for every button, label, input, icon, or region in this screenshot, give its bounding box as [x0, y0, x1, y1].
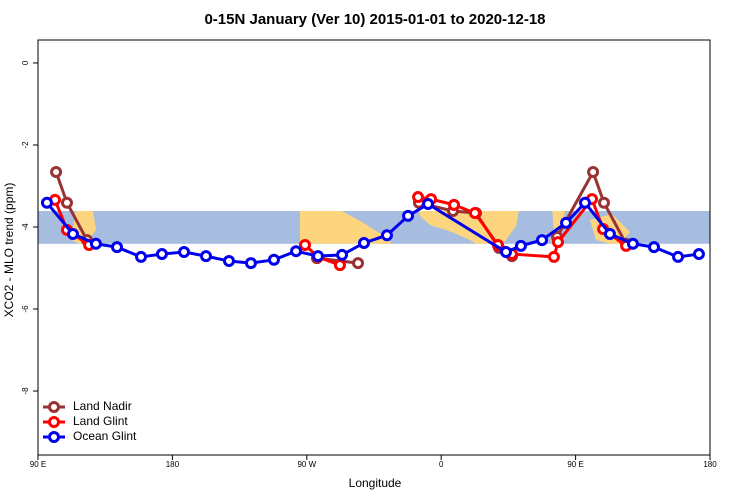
y-tick-label: -8	[21, 387, 30, 395]
x-axis-label: Longitude	[349, 476, 402, 490]
point	[267, 253, 280, 266]
point	[200, 250, 212, 263]
point	[352, 257, 365, 270]
point	[626, 237, 639, 250]
x-tick-label: 90 E	[567, 460, 583, 469]
y-axis-label: XCO2 - MLO trend (ppm)	[2, 183, 16, 318]
y-tick-label: -2	[21, 141, 30, 149]
point	[110, 241, 123, 254]
point	[333, 259, 346, 272]
x-tick-label: 90 W	[297, 460, 316, 469]
legend-label: Land Nadir	[73, 399, 132, 413]
point	[66, 227, 79, 240]
point	[560, 216, 573, 229]
point	[603, 227, 616, 240]
point	[336, 248, 349, 261]
point	[648, 241, 660, 254]
point	[178, 246, 191, 259]
point	[155, 248, 168, 261]
continent	[300, 211, 391, 244]
point	[448, 198, 461, 211]
y-tick-label: 0	[21, 60, 30, 65]
point	[299, 239, 312, 252]
point	[380, 229, 393, 242]
point	[40, 196, 53, 209]
legend-marker	[48, 401, 60, 413]
point	[50, 166, 63, 179]
point	[587, 166, 600, 179]
x-tick-label: 90 E	[30, 460, 46, 469]
point	[60, 196, 73, 209]
point	[412, 191, 425, 204]
series-line	[45, 200, 700, 265]
point	[468, 207, 481, 220]
point	[422, 198, 435, 211]
point	[89, 237, 102, 250]
point	[244, 257, 257, 270]
x-tick-label: 0	[439, 460, 444, 469]
point	[514, 239, 527, 252]
point	[500, 246, 513, 259]
y-tick-label: -4	[21, 223, 30, 231]
point	[547, 250, 560, 263]
point	[402, 209, 415, 222]
point	[312, 250, 324, 263]
point	[579, 196, 592, 209]
point	[135, 250, 148, 263]
x-tick-label: 180	[703, 460, 717, 469]
point	[357, 236, 370, 249]
x-tick-label: 180	[166, 460, 180, 469]
continent	[419, 211, 519, 244]
point	[551, 236, 564, 249]
point	[597, 196, 610, 209]
point	[672, 250, 685, 263]
legend-label: Ocean Glint	[73, 429, 137, 443]
y-tick-label: -6	[21, 305, 30, 313]
point	[692, 248, 705, 261]
chart-title: 0-15N January (Ver 10) 2015-01-01 to 202…	[204, 11, 545, 28]
legend-marker	[48, 416, 60, 428]
point	[222, 255, 235, 268]
legend-marker	[48, 431, 60, 443]
point	[536, 234, 548, 247]
legend-label: Land Glint	[73, 414, 128, 428]
plot-frame	[37, 39, 711, 456]
point	[290, 245, 303, 258]
